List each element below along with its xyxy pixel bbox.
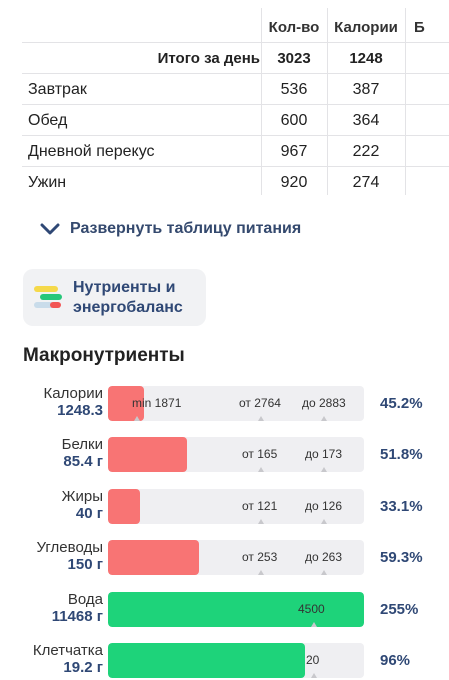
meal-name: Ужин bbox=[28, 173, 67, 191]
macro-progress-fill bbox=[108, 489, 140, 524]
macro-percent: 59.3% bbox=[380, 549, 423, 566]
norm-label: min 1871 bbox=[132, 396, 182, 410]
macro-value: 1248.3 bbox=[57, 402, 103, 419]
meal-qty: 920 bbox=[280, 173, 308, 191]
norm-tick bbox=[321, 570, 327, 575]
meal-calories: 274 bbox=[352, 173, 380, 191]
macro-name: Вода bbox=[67, 591, 103, 608]
norm-tick bbox=[321, 519, 327, 524]
macro-name: Белки bbox=[61, 436, 103, 453]
macro-name: Углеводы bbox=[36, 539, 103, 556]
table-row-total: Итого за день 3023 1248 bbox=[22, 43, 449, 74]
meal-qty: 967 bbox=[280, 142, 308, 160]
table-row[interactable]: Завтрак 536 387 bbox=[22, 74, 449, 105]
norm-tick bbox=[311, 622, 317, 627]
expand-nutrition-table-button[interactable]: Развернуть таблицу питания bbox=[40, 220, 301, 238]
norm-tick bbox=[321, 416, 327, 421]
macro-value: 19.2 г bbox=[63, 659, 103, 676]
macro-row[interactable]: Вода 11468 г 4500 255% bbox=[0, 591, 449, 632]
norm-tick bbox=[258, 519, 264, 524]
chevron-down-icon bbox=[40, 223, 60, 235]
nutrients-energy-balance-button[interactable]: Нутриенты и энергобаланс bbox=[23, 269, 206, 326]
column-header-proteins[interactable]: Б bbox=[414, 19, 425, 36]
macro-progress-track: 20 bbox=[108, 643, 364, 678]
macro-row[interactable]: Клетчатка 19.2 г 20 96% bbox=[0, 642, 449, 680]
macro-row[interactable]: Калории 1248.3 min 1871 от 2764 до 2883 45.2% bbox=[0, 385, 449, 426]
macro-percent: 255% bbox=[380, 601, 419, 618]
norm-tick bbox=[258, 570, 264, 575]
macro-percent: 51.8% bbox=[380, 446, 423, 463]
norm-label: 4500 bbox=[298, 602, 325, 616]
macro-progress-fill bbox=[108, 386, 144, 421]
table-row[interactable]: Обед 600 364 bbox=[22, 105, 449, 136]
norm-label: от 121 bbox=[242, 499, 278, 513]
macro-row[interactable]: Белки 85.4 г от 165 до 173 51.8% bbox=[0, 436, 449, 477]
norm-tick bbox=[258, 467, 264, 472]
column-header-qty[interactable]: Кол-во bbox=[268, 19, 320, 36]
norm-label: до 173 bbox=[305, 447, 343, 461]
norm-label: от 165 bbox=[242, 447, 278, 461]
meal-calories: 364 bbox=[352, 111, 380, 129]
expand-label: Развернуть таблицу питания bbox=[70, 220, 302, 237]
meal-calories: 387 bbox=[352, 80, 380, 98]
total-label: Итого за день bbox=[157, 50, 260, 67]
macro-progress-fill bbox=[108, 643, 305, 678]
macro-percent: 45.2% bbox=[380, 395, 423, 412]
meal-name: Дневной перекус bbox=[28, 142, 155, 160]
column-divider bbox=[261, 8, 262, 195]
macro-progress-fill bbox=[108, 592, 364, 627]
chip-label-line1: Нутриенты и bbox=[73, 279, 176, 296]
macro-name: Клетчатка bbox=[32, 642, 103, 659]
norm-label: от 253 bbox=[242, 550, 278, 564]
total-calories: 1248 bbox=[349, 50, 383, 67]
macro-value: 11468 г bbox=[51, 608, 103, 625]
macro-progress-track: min 1871 от 2764 до 2883 bbox=[108, 386, 364, 421]
energy-balance-icon bbox=[34, 286, 62, 308]
norm-label: до 2883 bbox=[302, 396, 346, 410]
norm-tick bbox=[311, 673, 317, 678]
total-qty: 3023 bbox=[277, 50, 311, 67]
table-row[interactable]: Дневной перекус 967 222 bbox=[22, 136, 449, 167]
macro-progress-fill bbox=[108, 437, 187, 472]
macro-row[interactable]: Углеводы 150 г от 253 до 263 59.3% bbox=[0, 539, 449, 580]
norm-tick bbox=[134, 416, 140, 421]
meal-qty: 536 bbox=[280, 80, 308, 98]
macro-value: 85.4 г bbox=[63, 453, 103, 470]
meal-name: Обед bbox=[28, 111, 68, 129]
macro-row[interactable]: Жиры 40 г от 121 до 126 33.1% bbox=[0, 488, 449, 529]
column-header-calories[interactable]: Калории bbox=[334, 19, 398, 36]
norm-tick bbox=[258, 416, 264, 421]
macro-progress-track: от 253 до 263 bbox=[108, 540, 364, 575]
table-row[interactable]: Ужин 920 274 bbox=[22, 167, 449, 198]
column-divider bbox=[405, 8, 406, 195]
macro-percent: 96% bbox=[380, 652, 411, 669]
norm-tick bbox=[321, 467, 327, 472]
macro-value: 150 г bbox=[67, 556, 103, 573]
column-divider bbox=[327, 8, 328, 195]
table-header-row: Кол-во Калории Б bbox=[22, 12, 449, 43]
norm-label: до 126 bbox=[305, 499, 343, 513]
macro-progress-fill bbox=[108, 540, 199, 575]
macro-value: 40 г bbox=[75, 505, 103, 522]
meal-qty: 600 bbox=[280, 111, 308, 129]
macro-name: Калории bbox=[43, 385, 103, 402]
macro-percent: 33.1% bbox=[380, 498, 423, 515]
meal-calories: 222 bbox=[352, 142, 380, 160]
chip-label: Нутриенты и энергобаланс bbox=[73, 278, 183, 318]
macro-progress-track: 4500 bbox=[108, 592, 364, 627]
norm-label: до 263 bbox=[305, 550, 343, 564]
macronutrients-title: Макронутриенты bbox=[23, 345, 185, 366]
macro-progress-track: от 165 до 173 bbox=[108, 437, 364, 472]
chip-label-line2: энергобаланс bbox=[73, 299, 183, 316]
macro-progress-track: от 121 до 126 bbox=[108, 489, 364, 524]
norm-label: от 2764 bbox=[239, 396, 281, 410]
macro-name: Жиры bbox=[61, 488, 103, 505]
norm-label: 20 bbox=[306, 653, 320, 667]
meal-name: Завтрак bbox=[28, 80, 87, 98]
